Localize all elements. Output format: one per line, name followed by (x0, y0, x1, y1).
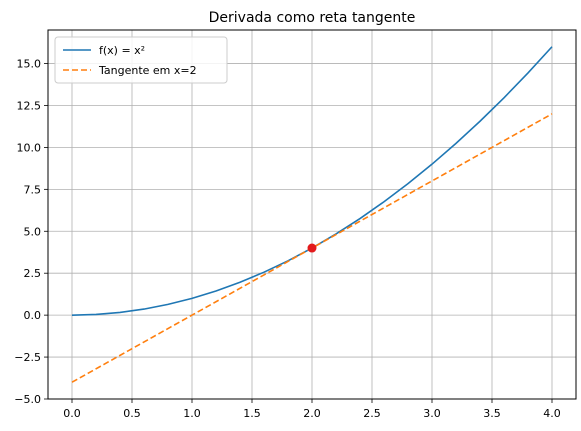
y-tick-label: 5.0 (24, 225, 42, 238)
axis-ticks: 0.0 0.5 1.0 1.5 2.0 2.5 3.0 3.5 4.0 −5.0 −2.5 0.0 2.… (14, 58, 560, 420)
x-tick-label: 1.0 (183, 407, 201, 420)
legend-label-1: Tangente em x=2 (98, 64, 197, 77)
chart-title: Derivada como reta tangente (209, 10, 416, 26)
y-tick-label: 0.0 (24, 309, 42, 322)
x-tick-label: 0.5 (123, 407, 141, 420)
x-tick-label: 4.0 (543, 407, 561, 420)
legend: f(x) = x² Tangente em x=2 (54, 36, 228, 84)
y-tick-label: 15.0 (17, 58, 42, 71)
x-tick-label: 2.5 (363, 407, 381, 420)
x-tick-label: 3.0 (423, 407, 441, 420)
plot-points (307, 243, 317, 253)
x-tick-label: 1.5 (243, 407, 261, 420)
legend-box (54, 36, 228, 84)
x-tick-label: 3.5 (483, 407, 501, 420)
grid (48, 30, 576, 400)
y-tick-label: 7.5 (24, 183, 42, 196)
highlight-point-0 (307, 243, 317, 253)
y-tick-label: 2.5 (24, 267, 42, 280)
y-tick-label: −2.5 (14, 351, 41, 364)
x-tick-label: 0.0 (63, 407, 81, 420)
legend-label-0: f(x) = x² (99, 44, 145, 57)
x-tick-label: 2.0 (303, 407, 321, 420)
y-tick-label: 10.0 (17, 141, 42, 154)
y-tick-label: −5.0 (14, 393, 41, 406)
y-tick-label: 12.5 (17, 99, 42, 112)
